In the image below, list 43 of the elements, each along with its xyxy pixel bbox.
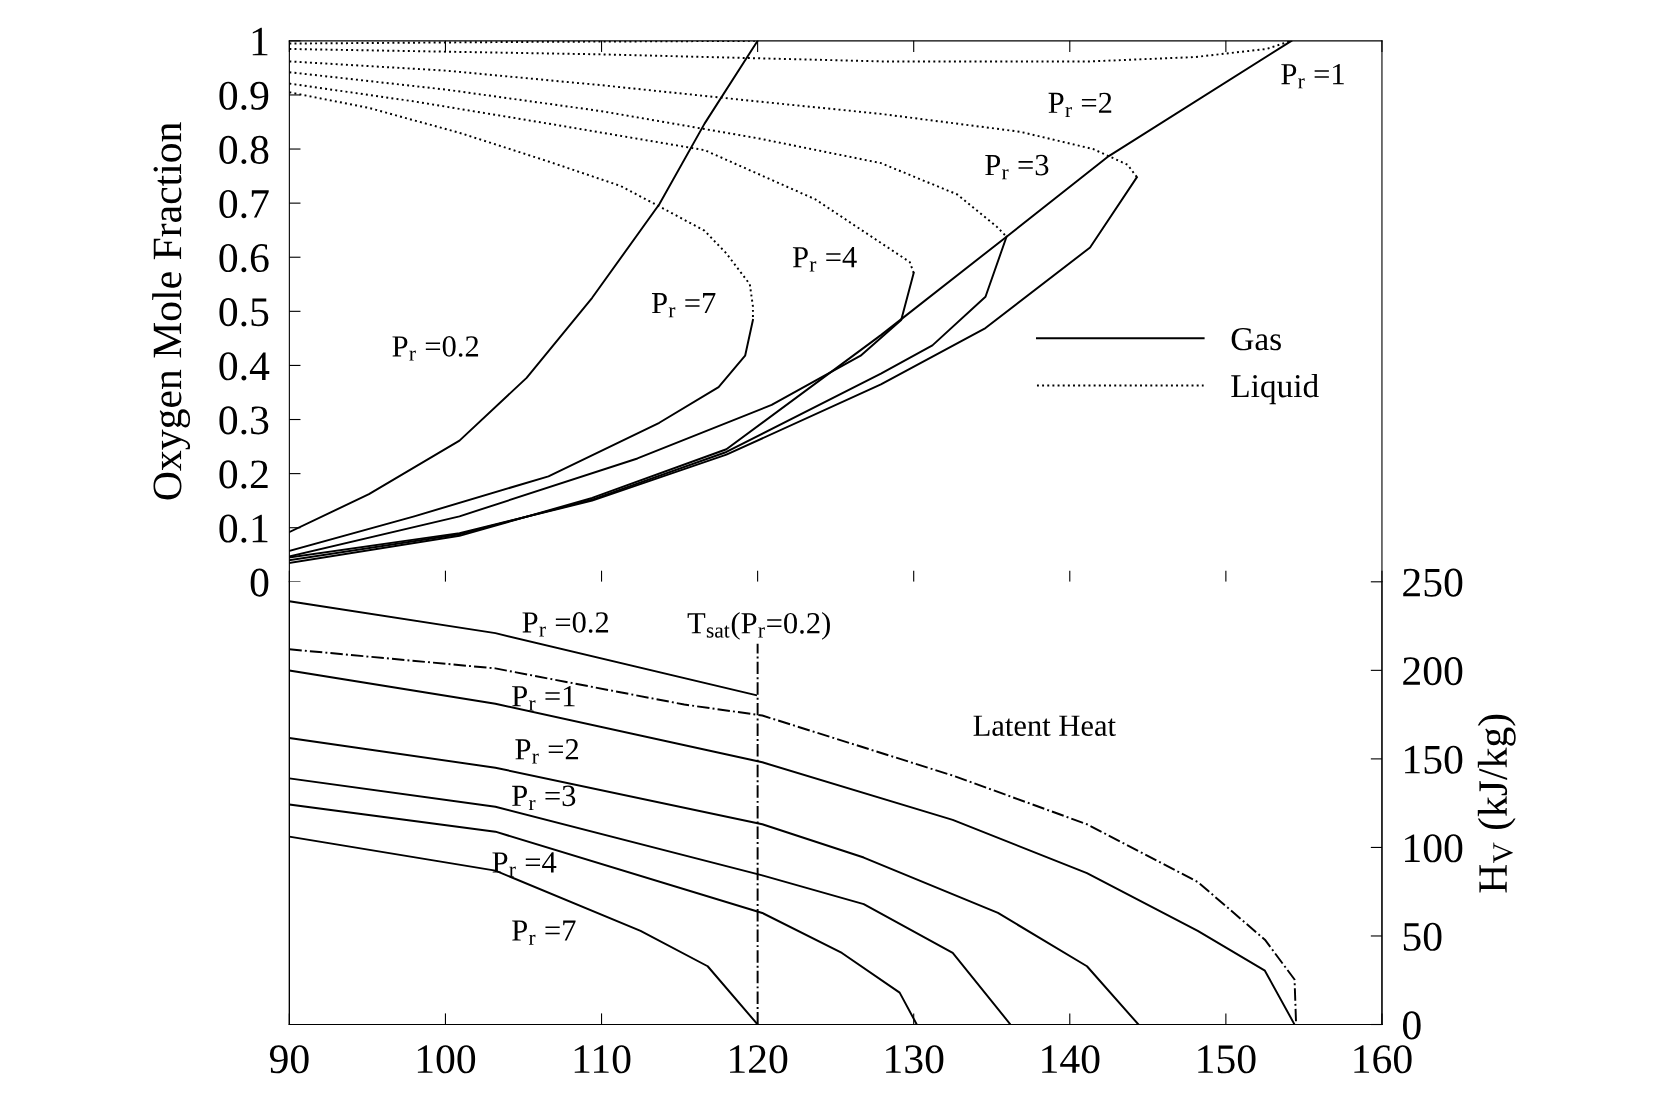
annotation: P$_{r}$ =3 [512,785,576,811]
y-tick-label: 0.4 [219,352,270,381]
y-tick-label: 0.5 [219,298,269,327]
annotation: P$_{r}$ =0.2 [522,612,609,637]
annotation: Latent Heat [973,715,1116,736]
annotation: P$_{r}$ =4 [492,852,557,877]
text: Liquid [1231,373,1319,405]
annotation: T$_{sat}$(P$_{r}$=0.2) [687,612,830,640]
annotation: P$_{r}$ =7 [512,920,576,945]
y-tick-label: 0.1 [219,514,268,543]
x-tick-label: 150 [1198,1045,1256,1074]
x-tick-label: 120 [730,1045,788,1074]
x-tick-label: 100 [417,1045,476,1074]
y-axis-title: Oxygen Mole Fraction [152,122,191,500]
text: Gas [1231,327,1281,351]
y-tick-label: 0.2 [219,460,268,489]
annotation: P$_{r}$ =2 [515,739,579,764]
y2-tick-label: 250 [1403,568,1463,597]
y-tick-label: 0.7 [219,189,269,219]
y2-tick-label: 50 [1403,922,1442,951]
annotation: P$_{r}$ =4 [792,247,857,272]
y2-tick-label: 150 [1405,745,1463,774]
y2-tick-label: 0 [1402,1011,1421,1040]
x-tick-label: 110 [574,1045,631,1074]
y2-tick-label: 100 [1405,834,1463,863]
x-tick-label: 90 [269,1045,309,1074]
annotation: P$_{r}$ =3 [985,154,1049,180]
annotation: P$_{r}$ =1 [1281,63,1344,89]
y-tick-label: 0.9 [219,81,269,110]
y-tick-label: 0.8 [219,135,269,165]
y-tick-label: 0.6 [219,243,269,273]
y2-axis-title: H$_{V}$ (kJ/kg) [1477,714,1516,893]
annotation: P$_{r}$ =1 [512,686,575,711]
y-tick-label: 1 [252,27,268,56]
y2-tick-label: 200 [1403,657,1463,686]
x-tick-label: 130 [886,1045,944,1074]
annotation: P$_{r}$ =2 [1048,92,1112,118]
y-tick-label: 0.3 [219,406,269,435]
annotation: P$_{r}$ =0.2 [392,336,479,361]
annotation: P$_{r}$ =7 [651,293,716,318]
x-tick-label: 160 [1354,1045,1412,1074]
x-tick-label: 140 [1042,1045,1100,1074]
y-tick-label: 0 [250,568,269,597]
